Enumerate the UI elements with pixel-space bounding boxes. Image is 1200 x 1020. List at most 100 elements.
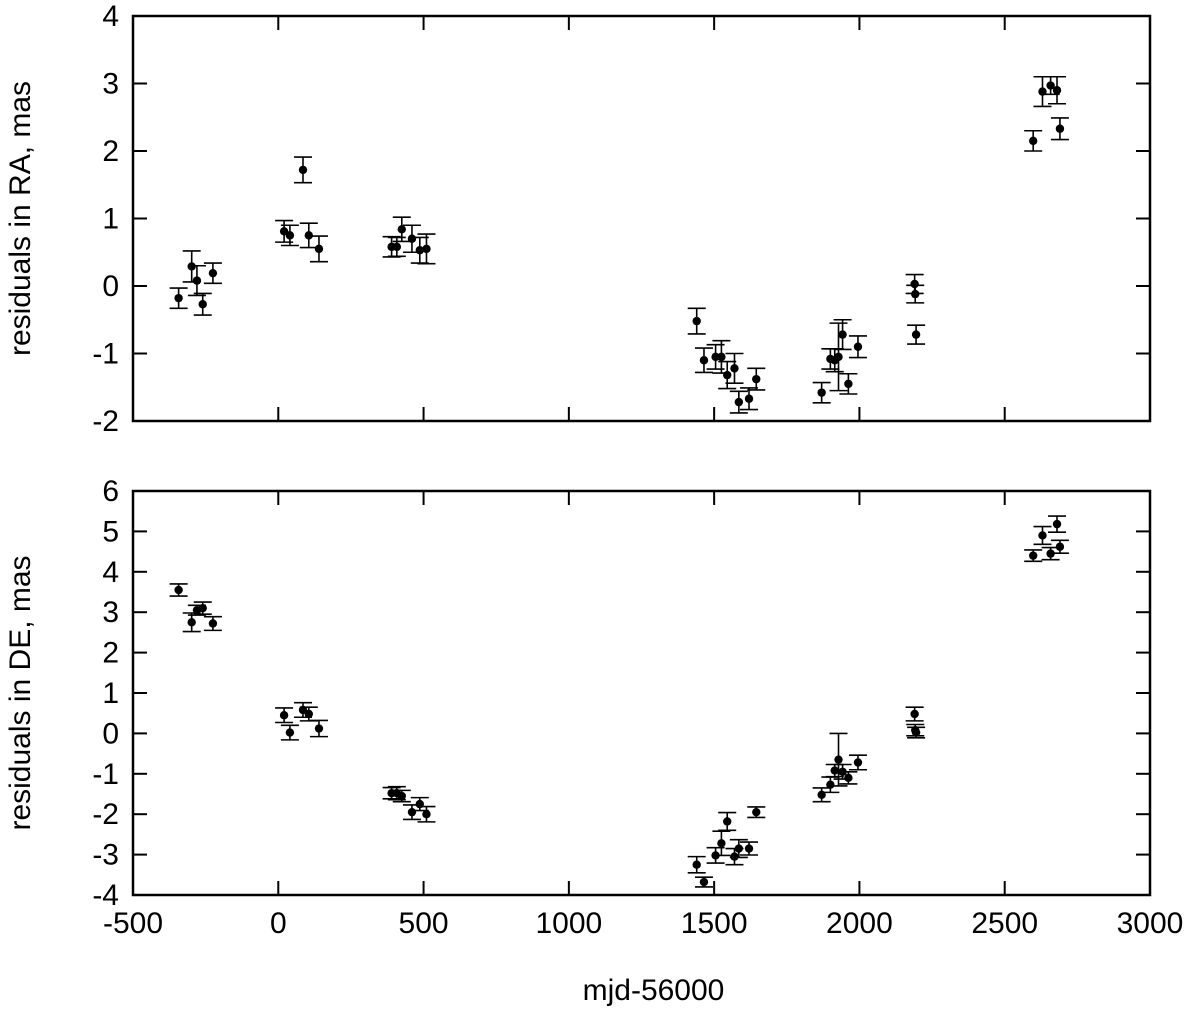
marker bbox=[314, 724, 324, 733]
data-point bbox=[725, 352, 744, 385]
marker bbox=[826, 780, 835, 789]
marker bbox=[910, 709, 919, 719]
data-point bbox=[387, 236, 406, 258]
marker bbox=[752, 807, 761, 817]
data-point bbox=[848, 754, 867, 771]
x-tick-label: 1500 bbox=[681, 907, 748, 940]
marker bbox=[285, 231, 295, 240]
marker bbox=[692, 316, 701, 326]
data-point bbox=[309, 235, 328, 263]
y-tick-label: 4 bbox=[102, 0, 119, 33]
y-tick-label: -3 bbox=[92, 839, 119, 872]
y-tick-label: 1 bbox=[102, 203, 119, 236]
data-point bbox=[280, 224, 299, 247]
data-point bbox=[402, 224, 421, 254]
data-point bbox=[392, 789, 411, 803]
data-point bbox=[193, 601, 212, 616]
marker bbox=[853, 342, 863, 351]
data-point bbox=[839, 770, 858, 785]
marker bbox=[853, 758, 863, 767]
plot-frame bbox=[131, 489, 1152, 897]
data-point bbox=[740, 387, 759, 411]
marker bbox=[911, 330, 921, 339]
data-point bbox=[1033, 525, 1052, 546]
marker bbox=[692, 860, 701, 869]
marker bbox=[734, 844, 744, 853]
marker bbox=[314, 244, 324, 254]
y-tick-label: -1 bbox=[92, 338, 119, 371]
marker bbox=[187, 618, 196, 627]
data-point bbox=[712, 339, 731, 374]
marker bbox=[752, 374, 761, 384]
data-point bbox=[1048, 75, 1067, 105]
marker bbox=[817, 388, 826, 397]
data-point bbox=[1024, 129, 1043, 152]
data-point bbox=[275, 707, 294, 724]
marker bbox=[304, 709, 313, 719]
y-tick-label: -4 bbox=[92, 879, 119, 912]
marker bbox=[198, 603, 207, 613]
y-tick-label: 1 bbox=[102, 677, 119, 710]
y-tick-label: 3 bbox=[102, 596, 119, 629]
x-tick-label: -500 bbox=[103, 907, 163, 940]
marker bbox=[830, 766, 839, 775]
data-point bbox=[1048, 515, 1067, 534]
marker bbox=[208, 619, 218, 628]
marker bbox=[1055, 124, 1065, 133]
marker bbox=[834, 352, 843, 362]
marker bbox=[198, 300, 207, 309]
data-point bbox=[280, 724, 299, 741]
y-tick-label: 5 bbox=[102, 515, 119, 548]
data-point bbox=[821, 776, 840, 794]
data-point bbox=[417, 233, 436, 265]
data-point bbox=[392, 216, 411, 243]
x-axis-label: mjd-56000 bbox=[583, 974, 725, 1007]
data-point bbox=[906, 284, 925, 304]
data-point bbox=[740, 841, 759, 856]
marker bbox=[1046, 549, 1055, 558]
data-point bbox=[417, 805, 436, 823]
plot-frame bbox=[131, 14, 1152, 423]
x-tick-label: 500 bbox=[399, 907, 449, 940]
data-point bbox=[309, 719, 328, 738]
ra-residuals-panel: -2 -1 0 1 2 3 4 residuals in RA, mas bbox=[4, 0, 1152, 438]
data-point bbox=[687, 855, 706, 874]
marker bbox=[730, 852, 739, 861]
x-tick-label: 2000 bbox=[826, 907, 893, 940]
data-point bbox=[907, 726, 926, 739]
data-point bbox=[812, 787, 831, 803]
y-tick-label: 0 bbox=[102, 270, 119, 303]
data-point bbox=[293, 156, 312, 184]
marker bbox=[174, 585, 183, 595]
data-point bbox=[169, 583, 188, 597]
y-tick-label: 2 bbox=[102, 637, 119, 670]
marker bbox=[1028, 551, 1038, 560]
data-point bbox=[848, 335, 867, 359]
y-tick-label: -1 bbox=[92, 758, 119, 791]
marker bbox=[1052, 519, 1062, 529]
x-tick-label: 0 bbox=[270, 907, 287, 940]
x-tick-label: 1000 bbox=[535, 907, 602, 940]
data-point bbox=[825, 347, 844, 373]
y-tick-label: 2 bbox=[102, 135, 119, 168]
data-point bbox=[193, 292, 212, 316]
y-axis-label: residuals in RA, mas bbox=[4, 81, 37, 356]
data-point bbox=[729, 390, 748, 414]
data-point bbox=[203, 262, 222, 285]
marker bbox=[208, 268, 218, 278]
data-point bbox=[747, 367, 766, 391]
marker bbox=[699, 356, 709, 365]
marker bbox=[744, 394, 754, 403]
marker bbox=[711, 352, 720, 362]
data-point bbox=[203, 615, 222, 632]
data-point bbox=[907, 324, 926, 345]
marker bbox=[834, 755, 843, 764]
y-tick-label: -2 bbox=[92, 798, 119, 831]
y-tick-label: 3 bbox=[102, 68, 119, 101]
data-point bbox=[747, 806, 766, 819]
marker bbox=[407, 234, 417, 243]
data-point bbox=[829, 732, 848, 787]
marker bbox=[285, 728, 295, 737]
marker bbox=[844, 773, 853, 783]
